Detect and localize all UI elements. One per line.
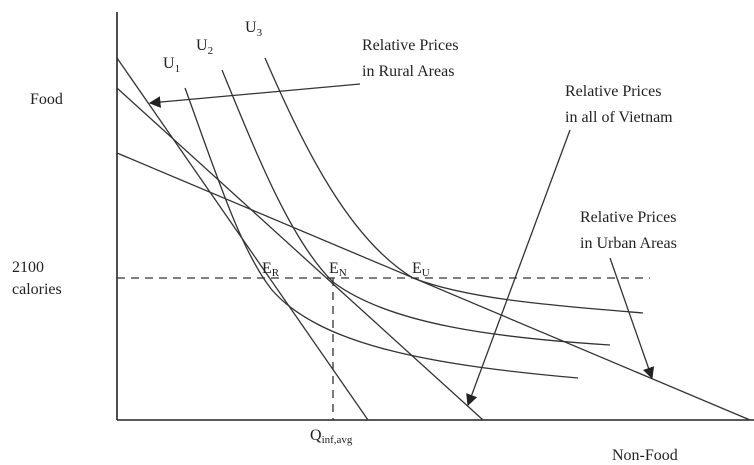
equilibrium-label: EU: [412, 260, 430, 279]
x-axis-label: Non-Food: [612, 447, 678, 464]
curve-label: U2: [196, 37, 213, 57]
price-label: in Urban Areas: [580, 235, 677, 252]
vietnam-price-line: [116, 87, 484, 421]
indifference-curve: [264, 57, 644, 314]
q-label: Qinf,avg: [310, 427, 353, 446]
indifference-curve: [184, 87, 579, 379]
price-label: Relative Prices: [362, 37, 458, 54]
curve-label: U1: [163, 55, 180, 75]
curve-label: U3: [245, 19, 263, 39]
arrow: [148, 83, 361, 108]
calorie-label: 2100: [12, 259, 44, 276]
indifference-curve: [221, 69, 611, 346]
price-label: in all of Vietnam: [565, 109, 673, 126]
price-label: Relative Prices: [565, 83, 661, 100]
equilibrium-label: ER: [262, 260, 280, 279]
y-axis-label: Food: [30, 91, 63, 108]
calorie-label: calories: [12, 281, 62, 298]
equilibrium-label: EN: [329, 260, 347, 279]
arrow: [609, 257, 655, 380]
arrow: [466, 129, 571, 407]
urban-price-line: [116, 152, 751, 421]
price-label: Relative Prices: [580, 209, 676, 226]
price-label: in Rural Areas: [362, 63, 454, 80]
